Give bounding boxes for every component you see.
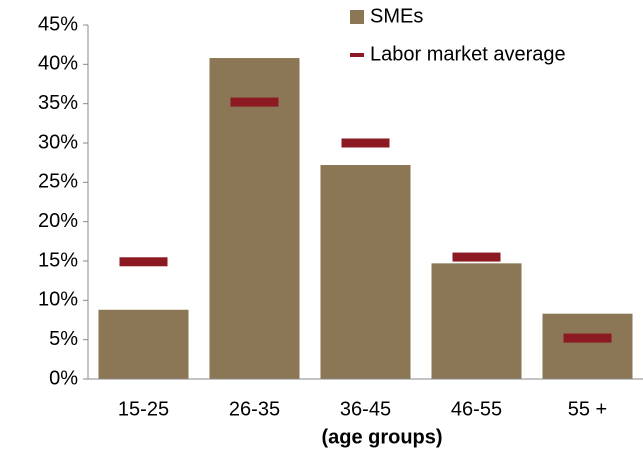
- y-tick-label: 25%: [38, 171, 78, 193]
- y-tick-label: 35%: [38, 92, 78, 114]
- bar: [542, 313, 633, 379]
- y-tick-label: 15%: [38, 249, 78, 271]
- bar: [320, 165, 411, 379]
- y-tick-label: 0%: [49, 367, 78, 389]
- x-tick-label: 36-45: [340, 398, 391, 420]
- legend-label: SMEs: [370, 5, 423, 27]
- legend-swatch: [350, 53, 364, 57]
- x-tick-label: 15-25: [118, 398, 169, 420]
- x-tick-label: 26-35: [229, 398, 280, 420]
- y-tick-label: 10%: [38, 289, 78, 311]
- y-tick-label: 30%: [38, 131, 78, 153]
- y-tick-label: 40%: [38, 53, 78, 75]
- avg-marker: [341, 138, 390, 148]
- bar: [209, 58, 300, 379]
- avg-marker: [119, 257, 168, 267]
- bar: [98, 309, 189, 379]
- x-tick-label: 55 +: [568, 398, 607, 420]
- y-tick-label: 5%: [49, 328, 78, 350]
- legend-label: Labor market average: [370, 43, 566, 65]
- bar: [431, 263, 522, 379]
- y-tick-label: 20%: [38, 210, 78, 232]
- avg-marker: [452, 252, 501, 262]
- legend-swatch: [350, 10, 364, 24]
- x-tick-label: 46-55: [451, 398, 502, 420]
- avg-marker: [230, 97, 279, 107]
- avg-marker: [563, 333, 612, 343]
- x-axis-label: (age groups): [321, 426, 442, 448]
- y-tick-label: 45%: [38, 13, 78, 35]
